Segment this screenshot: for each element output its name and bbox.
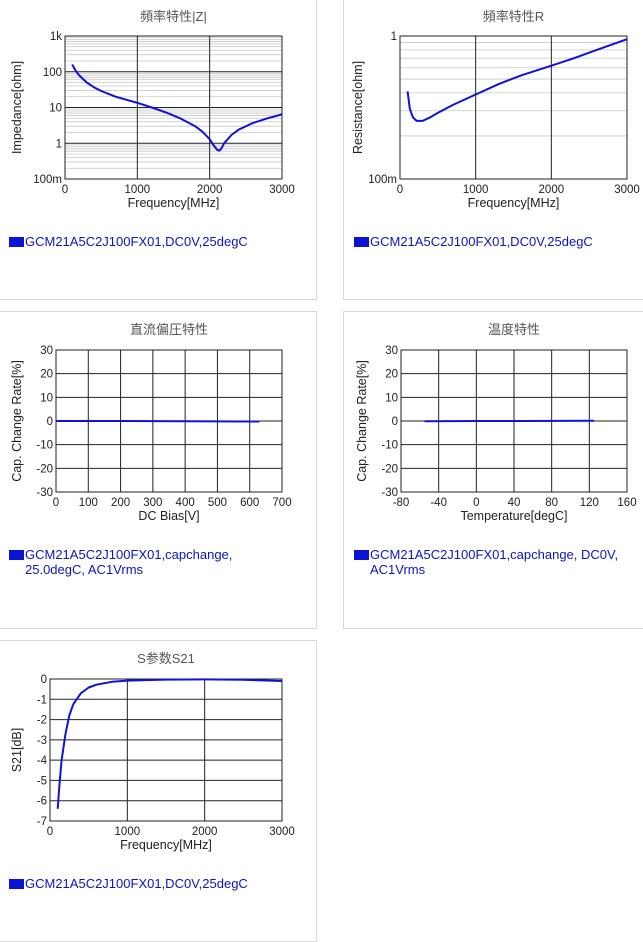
y-tick-label: 10 [40,392,53,404]
x-tick-label: 100 [79,497,98,509]
x-tick-label: 2000 [539,184,565,196]
y-tick-label: 30 [40,345,53,357]
legend: GCM21A5C2J100FX01,DC0V,25degC [9,876,248,891]
x-tick-label: 1000 [463,184,489,196]
y-tick-label: -5 [37,775,47,787]
y-tick-label: 100m [33,174,62,186]
y-tick-label: 1 [391,31,397,43]
s21-chart-panel: S参数S21 -7 -6 -5 -4 -3 -2 -1 0 0 1000 2000 3000 Freque… [0,640,317,942]
y-tick-label: 0 [47,416,53,428]
x-tick-label: 3000 [269,826,295,838]
chart-title: 頻率特性|Z| [140,9,207,24]
y-tick-label: 30 [385,345,398,357]
y-tick-label: 1 [56,138,62,150]
y-axis-label: Cap. Change Rate[%] [10,360,24,482]
series-line [56,421,259,422]
x-tick-label: 700 [272,497,291,509]
x-tick-label: 0 [53,497,59,509]
x-axis-label: Frequency[MHz] [128,196,220,210]
legend: GCM21A5C2J100FX01,DC0V,25degC [354,234,593,249]
y-tick-label: 10 [385,392,398,404]
y-tick-label: -30 [36,487,53,499]
resistance-chart-panel: 頻率特性R 100m 1 0 1000 2000 3000 Frequency[MHz] Res… [343,0,643,300]
legend: GCM21A5C2J100FX01,DC0V,25degC [9,234,248,249]
y-axis-label: S21[dB] [10,728,24,772]
x-tick-label: 160 [617,497,636,509]
y-tick-label: -10 [381,440,398,452]
plot-frame [50,679,282,821]
chart-title: 頻率特性R [483,9,544,24]
legend-label: GCM21A5C2J100FX01,capchange, DC0V, AC1Vr… [370,547,618,577]
x-tick-label: 300 [143,497,162,509]
chart-title: S参数S21 [137,651,195,666]
legend-label: GCM21A5C2J100FX01,DC0V,25degC [370,234,593,249]
plot-frame [400,36,627,179]
legend-swatch [9,237,24,247]
x-tick-label: 0 [473,497,479,509]
series-line [408,39,627,121]
y-tick-label: -1 [37,694,47,706]
x-tick-label: -40 [430,497,447,509]
legend-label: GCM21A5C2J100FX01,capchange, 25.0degC, A… [25,547,232,577]
x-axis-label: Temperature[degC] [460,509,567,523]
impedance-chart-panel: 頻率特性|Z| 100m 1 10 100 1k 0 1000 2000 3000 Frequenc… [0,0,317,300]
y-axis-label: Impedance[ohm] [10,61,24,154]
y-tick-label: 20 [385,369,398,381]
legend-swatch [354,237,369,247]
resistance-chart: 頻率特性R 100m 1 0 1000 2000 3000 Frequency[MHz] Res… [344,0,643,229]
x-tick-label: 3000 [614,184,640,196]
x-tick-label: 1000 [125,184,151,196]
legend: GCM21A5C2J100FX01,capchange, 25.0degC, A… [9,547,232,577]
legend-label: GCM21A5C2J100FX01,DC0V,25degC [25,876,248,891]
legend: GCM21A5C2J100FX01,capchange, DC0V, AC1Vr… [354,547,618,577]
x-tick-label: 2000 [197,184,223,196]
y-axis-label: Resistance[ohm] [351,61,365,154]
x-tick-label: 0 [397,184,403,196]
y-tick-label: -20 [381,463,398,475]
y-tick-label: 100 [43,67,62,79]
x-axis-label: Frequency[MHz] [120,838,212,852]
x-tick-label: 120 [580,497,599,509]
x-tick-label: 40 [508,497,521,509]
x-tick-label: 0 [62,184,68,196]
y-tick-label: 0 [392,416,398,428]
x-tick-label: 1000 [115,826,141,838]
x-tick-label: 200 [111,497,130,509]
x-axis-label: DC Bias[V] [138,509,199,523]
legend-swatch [9,550,24,560]
y-tick-label: -20 [36,463,53,475]
legend-swatch [354,550,369,560]
y-tick-label: 100m [368,174,397,186]
y-tick-label: 20 [40,369,53,381]
x-tick-label: -80 [393,497,410,509]
legend-swatch [9,879,24,889]
chart-title: 温度特性 [488,322,540,337]
impedance-chart: 頻率特性|Z| 100m 1 10 100 1k 0 1000 2000 3000 Frequenc… [0,0,318,229]
legend-label: GCM21A5C2J100FX01,DC0V,25degC [25,234,248,249]
s21-chart: S参数S21 -7 -6 -5 -4 -3 -2 -1 0 0 1000 2000 3000 Freque… [0,641,318,871]
y-axis-label: Cap. Change Rate[%] [355,360,369,482]
x-tick-label: 600 [240,497,259,509]
x-tick-label: 400 [176,497,195,509]
x-axis-label: Frequency[MHz] [468,196,560,210]
x-tick-label: 0 [47,826,53,838]
y-tick-label: -10 [36,440,53,452]
x-tick-label: 3000 [269,184,295,196]
x-tick-label: 2000 [192,826,218,838]
y-tick-label: -3 [37,735,47,747]
y-tick-label: 10 [49,103,62,115]
y-tick-label: -4 [37,755,48,767]
chart-title: 直流偏圧特性 [130,322,208,337]
y-tick-label: 1k [50,31,62,43]
y-tick-label: -2 [37,715,47,727]
x-tick-label: 500 [208,497,227,509]
y-tick-label: 0 [41,674,47,686]
y-tick-label: -7 [37,816,47,828]
x-tick-label: 80 [545,497,558,509]
y-tick-label: -6 [37,796,47,808]
